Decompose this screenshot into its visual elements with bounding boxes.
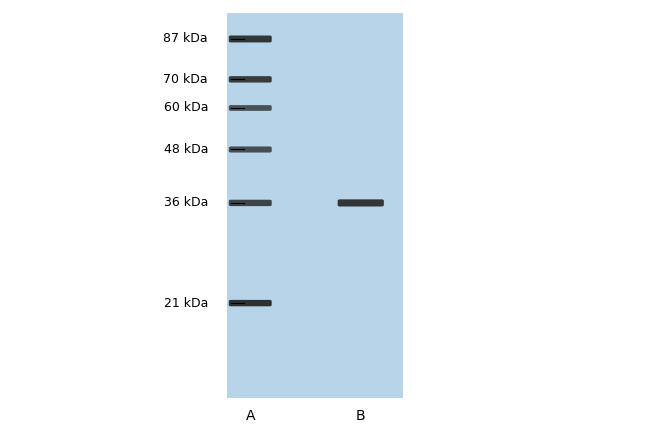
FancyBboxPatch shape [229,76,272,83]
FancyBboxPatch shape [229,300,272,306]
Text: 60 kDa: 60 kDa [164,101,208,114]
FancyBboxPatch shape [338,199,384,207]
FancyBboxPatch shape [229,200,272,206]
FancyBboxPatch shape [229,36,272,42]
FancyBboxPatch shape [229,146,272,152]
Text: 36 kDa: 36 kDa [164,197,208,210]
Text: 48 kDa: 48 kDa [164,143,208,156]
FancyBboxPatch shape [229,105,272,111]
Text: 21 kDa: 21 kDa [164,297,208,310]
Text: A: A [246,409,255,423]
Text: B: B [356,409,365,423]
FancyBboxPatch shape [227,13,403,398]
Text: 87 kDa: 87 kDa [163,32,208,45]
Text: 70 kDa: 70 kDa [163,73,208,86]
